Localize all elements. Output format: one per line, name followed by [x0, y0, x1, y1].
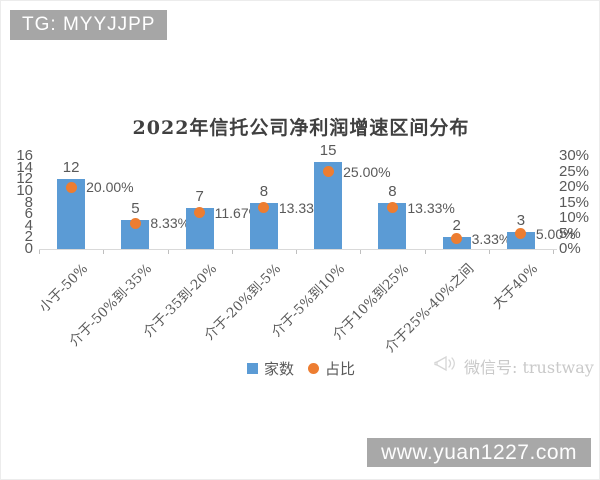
dot-占比 [258, 202, 270, 214]
bar-value-label: 3 [516, 211, 526, 229]
x-axis-tickmark [103, 250, 105, 254]
x-axis-tickmark [553, 250, 554, 254]
x-axis-tickmark [360, 250, 362, 254]
dot-占比 [515, 228, 527, 239]
right-axis-tick-label: 0% [559, 240, 581, 257]
bar-value-label: 8 [259, 182, 269, 200]
left-axis-tick-label: 10 [16, 181, 33, 199]
dot-占比 [451, 233, 463, 245]
bar-value-label: 5 [131, 199, 140, 217]
right-axis-tick-label: 30% [559, 147, 590, 164]
x-axis-line [39, 249, 557, 250]
dot-占比 [386, 202, 398, 214]
dot-value-label: 11.67% [214, 204, 262, 221]
right-axis-tick-label: 25% [559, 162, 590, 180]
left-axis-tick-label: 4 [24, 216, 33, 234]
right-axis-tick-label: 20% [559, 178, 590, 195]
left-axis-tick-label: 2 [24, 228, 33, 246]
chart-legend: 家数 占比 [1, 358, 599, 379]
x-axis-tickmark [424, 250, 426, 254]
legend-label: 占比 [325, 360, 356, 378]
bar-value-label: 12 [62, 159, 80, 177]
x-axis-tickmark [231, 250, 233, 254]
dot-value-label: 20.00% [86, 179, 134, 195]
bar-value-label: 8 [388, 182, 397, 200]
legend-item-bar-series: 家数 [246, 358, 294, 379]
wechat-id-text: 微信号: trustway [464, 358, 594, 377]
x-axis-tickmark [296, 250, 297, 254]
dot-value-label: 3.33% [471, 230, 512, 247]
legend-label: 家数 [263, 360, 294, 378]
bar-value-label: 2 [452, 217, 461, 235]
megaphone-icon [433, 353, 459, 379]
bar-series-swatch-icon [246, 363, 258, 374]
left-axis-tick-label: 16 [16, 147, 33, 164]
dot-value-label: 8.33% [150, 215, 191, 232]
dot-series-swatch-icon [308, 363, 319, 374]
right-axis-tick-label: 10% [559, 209, 590, 226]
left-axis-tick-label: 14 [16, 158, 33, 176]
wechat-watermark: 微信号: trustway [433, 353, 594, 379]
dot-占比 [194, 207, 206, 219]
bottom-watermark-badge: www.yuan1227.com [367, 438, 591, 467]
bar-value-label: 7 [195, 188, 204, 206]
dot-占比 [322, 166, 334, 177]
dot-value-label: 25.00% [343, 163, 391, 180]
dot-value-label: 5.00% [535, 225, 576, 242]
legend-item-dot-series: 占比 [308, 358, 355, 379]
right-axis-tick-label: 15% [559, 193, 590, 211]
dot-value-label: 13.33% [407, 199, 455, 216]
x-axis-tickmark [167, 250, 169, 254]
bar-家数 [506, 231, 535, 249]
bar-value-label: 15 [319, 141, 337, 159]
chart-title: 2022年信托公司净利润增速区间分布 [132, 117, 470, 139]
top-watermark-badge: TG: MYYJJPP [10, 10, 168, 40]
x-axis-tickmark [488, 250, 490, 254]
right-axis-tick-label: 5% [559, 224, 581, 242]
left-axis-tick-label: 12 [16, 170, 33, 188]
x-axis-tickmark [39, 250, 40, 254]
dot-占比 [129, 217, 141, 229]
left-axis-tick-label: 0 [24, 240, 33, 257]
left-axis-tick-label: 6 [24, 205, 33, 223]
dot-占比 [65, 181, 77, 193]
left-axis-tick-label: 8 [24, 193, 33, 211]
